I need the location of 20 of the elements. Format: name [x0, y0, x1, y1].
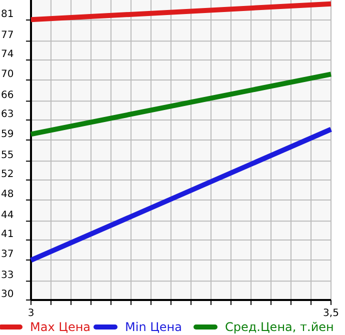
x-tick-label: 3 [28, 308, 34, 319]
y-tick-label: 30 [1, 289, 14, 300]
y-tick-label: 41 [1, 229, 14, 240]
legend-label: Max Цена [30, 320, 91, 334]
legend-label: Min Цена [125, 320, 182, 334]
y-tick-label: 44 [1, 210, 14, 222]
y-tick-label: 81 [1, 9, 14, 20]
legend-label: Сред.Цена, т.йен [225, 320, 334, 334]
y-tick-label: 33 [1, 270, 14, 282]
y-tick-label: 48 [1, 189, 14, 200]
y-tick-label: 52 [1, 169, 14, 180]
y-tick-label: 74 [1, 49, 14, 60]
y-tick-label: 66 [1, 90, 14, 102]
y-tick-label: 37 [1, 249, 14, 260]
y-tick-label: 55 [1, 150, 14, 162]
x-tick-label: 3,5 [323, 308, 339, 319]
y-tick-label: 77 [1, 30, 14, 42]
y-tick-label: 59 [1, 129, 14, 140]
y-tick-label: 70 [1, 69, 14, 80]
y-tick-label: 63 [1, 109, 14, 120]
